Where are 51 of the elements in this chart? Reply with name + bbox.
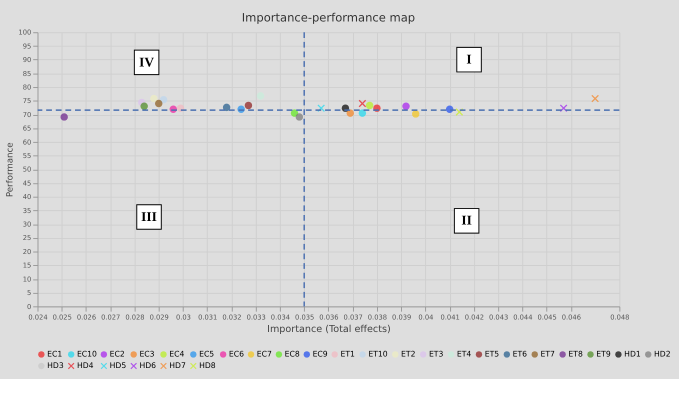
legend-label: ET7 [540,349,556,358]
legend-label: EC2 [110,349,125,358]
chart-title: Importance-performance map [242,10,416,25]
y-axis-title: Performance [6,142,16,198]
legend-label: HD2 [654,349,671,358]
legend-label: HD6 [139,360,156,370]
x-axis-title: Importance (Total effects) [267,324,391,335]
point [150,94,158,102]
legend-label: EC7 [256,349,272,358]
legend-label: ET9 [596,349,611,358]
legend-label: ET2 [401,349,416,358]
legend-label: ET1 [340,349,356,358]
annotation: I [466,52,472,67]
annotation: IV [139,54,154,70]
legend-label: EC8 [284,349,300,358]
point [366,102,374,110]
point [412,110,420,118]
point [140,102,148,110]
point [296,113,304,121]
point [155,100,162,108]
legend-label: ET3 [428,349,444,358]
point [160,96,168,104]
point [256,92,264,100]
legend-label: ET6 [512,349,528,358]
legend-label: HD7 [169,360,186,370]
legend-label: EC10 [76,349,98,358]
legend-label: HD4 [76,360,94,370]
legend-label: ET8 [568,349,583,358]
legend-label: ET10 [368,349,388,358]
legend-label: ET5 [484,349,500,358]
legend-label: EC1 [47,349,62,358]
legend-label: EC9 [312,349,328,358]
annotation: III [141,208,157,224]
legend-label: EC3 [139,349,155,358]
point [358,100,366,108]
point [244,102,252,110]
point [60,113,68,121]
point [402,102,410,110]
legend-label: EC4 [169,349,184,358]
annotation: II [461,212,472,228]
legend-label: EC5 [199,349,214,358]
point [222,104,230,112]
point [591,94,599,102]
legend-label: ET4 [456,349,472,358]
legend-label: HD3 [47,360,64,370]
point [358,109,366,117]
point [346,109,354,117]
legend-label: HD1 [624,349,641,358]
legend-label: HD5 [110,360,126,370]
legend-label: HD8 [199,360,216,370]
legend-label: EC6 [228,349,244,358]
